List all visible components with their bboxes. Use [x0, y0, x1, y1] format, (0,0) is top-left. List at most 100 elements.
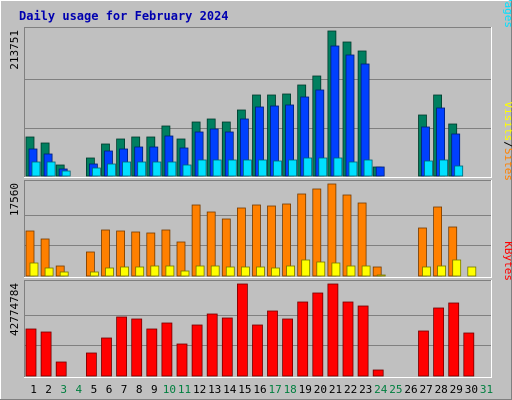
series-kbytes: [25, 283, 475, 377]
bar-pages-day-6: [107, 163, 116, 177]
bar-pages-day-3: [61, 170, 71, 177]
bar-pages-day-22: [348, 161, 358, 177]
day-label-8: 8: [136, 383, 143, 396]
bar-sites-day-14: [225, 266, 235, 277]
bar-kbytes-day-21: [327, 283, 339, 377]
day-label-4: 4: [75, 383, 82, 396]
bar-sites-day-16: [256, 266, 265, 277]
bar-pages-day-23: [363, 159, 373, 177]
bar-visits-day-15: [236, 207, 246, 277]
legend-item-kbytes: KBytes: [502, 241, 512, 281]
day-label-11: 11: [178, 383, 191, 396]
bar-kbytes-day-3: [55, 361, 67, 377]
bar-kbytes-day-23: [357, 305, 369, 377]
bar-sites-day-3: [59, 271, 69, 277]
bar-sites-day-11: [180, 270, 190, 277]
day-label-14: 14: [223, 383, 237, 396]
panel-hits-ymax-label: 213751: [8, 30, 21, 70]
bar-sites-day-1: [29, 262, 39, 277]
bar-kbytes-day-13: [206, 313, 218, 377]
bar-sites-day-21: [331, 262, 341, 277]
bar-pages-day-20: [318, 157, 328, 177]
bar-kbytes-day-8: [131, 318, 143, 377]
day-label-2: 2: [45, 383, 52, 396]
bar-kbytes-day-24: [372, 369, 384, 377]
bar-pages-day-28: [439, 159, 449, 177]
day-label-21: 21: [329, 383, 342, 396]
bar-kbytes-day-15: [236, 283, 248, 377]
day-label-26: 26: [404, 383, 417, 396]
bar-visits-day-23: [357, 202, 367, 277]
bar-pages-day-8: [137, 161, 147, 177]
bar-kbytes-day-27: [418, 330, 429, 377]
bar-pages-day-15: [242, 159, 252, 177]
bar-visits-day-21: [327, 183, 337, 277]
bar-sites-day-27: [422, 266, 431, 277]
day-label-20: 20: [314, 383, 327, 396]
bar-sites-day-8: [135, 266, 145, 277]
bar-kbytes-day-14: [221, 317, 233, 377]
panel-visits: 17560 Visits/Sites: [8, 102, 512, 278]
bar-sites-day-19: [301, 259, 311, 277]
day-label-10: 10: [163, 383, 176, 396]
day-label-19: 19: [299, 383, 312, 396]
bar-pages-day-1: [31, 161, 41, 177]
panel-hits-legend: Hits/Files/Pages: [502, 0, 512, 28]
bar-pages-day-12: [197, 159, 207, 177]
day-label-3: 3: [60, 383, 67, 396]
bar-sites-day-10: [165, 265, 175, 277]
bar-sites-day-20: [316, 261, 326, 277]
bar-kbytes-day-7: [116, 316, 127, 377]
bar-sites-day-12: [195, 265, 205, 277]
bar-pages-day-29: [454, 165, 464, 177]
bar-sites-day-30: [467, 266, 477, 277]
bar-sites-day-7: [120, 266, 129, 277]
bar-kbytes-day-5: [86, 352, 97, 377]
legend-item-pages: Pages: [502, 0, 512, 28]
bar-kbytes-day-18: [282, 318, 294, 377]
day-label-18: 18: [284, 383, 297, 396]
bar-files-day-23: [360, 63, 370, 177]
day-label-13: 13: [208, 383, 221, 396]
day-label-6: 6: [106, 383, 113, 396]
bar-sites-day-6: [105, 267, 114, 277]
bar-kbytes-day-28: [433, 307, 445, 377]
bar-files-day-24: [375, 166, 385, 177]
panel-kbytes: 42774784 KBytes: [8, 241, 512, 378]
bar-kbytes-day-22: [342, 301, 354, 377]
bar-sites-day-22: [346, 265, 356, 277]
bar-pages-day-9: [152, 161, 162, 177]
bar-files-day-22: [345, 54, 355, 177]
bar-pages-day-27: [424, 160, 433, 177]
bar-kbytes-day-17: [267, 310, 278, 377]
bar-pages-day-14: [227, 159, 237, 177]
bar-pages-day-5: [92, 167, 101, 177]
chart-panels: 213751 Hits/Files/Pages 17560 Visits/Sites 4…: [8, 0, 512, 378]
bar-sites-day-5: [90, 271, 99, 277]
bar-kbytes-day-29: [448, 302, 460, 377]
panel-kbytes-legend: KBytes: [502, 241, 512, 281]
bar-visits-day-17: [267, 205, 276, 277]
day-label-12: 12: [193, 383, 206, 396]
panel-kbytes-ymax-label: 42774784: [8, 283, 21, 336]
panel-hits: 213751 Hits/Files/Pages: [8, 0, 512, 178]
day-label-27: 27: [419, 383, 432, 396]
bar-kbytes-day-1: [25, 328, 37, 377]
day-label-28: 28: [435, 383, 448, 396]
panel-visits-ymax-label: 17560: [8, 183, 21, 216]
day-label-25: 25: [389, 383, 402, 396]
bar-kbytes-day-12: [191, 324, 203, 377]
bar-sites-day-18: [286, 265, 296, 277]
day-label-22: 22: [344, 383, 357, 396]
day-label-23: 23: [359, 383, 372, 396]
bar-kbytes-day-6: [101, 337, 112, 377]
bar-sites-day-13: [210, 265, 220, 277]
bar-sites-day-17: [271, 267, 280, 277]
bar-kbytes-day-10: [161, 322, 173, 377]
bar-pages-day-19: [303, 157, 313, 177]
bar-pages-day-18: [288, 159, 298, 177]
series-files: [28, 45, 461, 177]
series-sites: [29, 259, 477, 277]
